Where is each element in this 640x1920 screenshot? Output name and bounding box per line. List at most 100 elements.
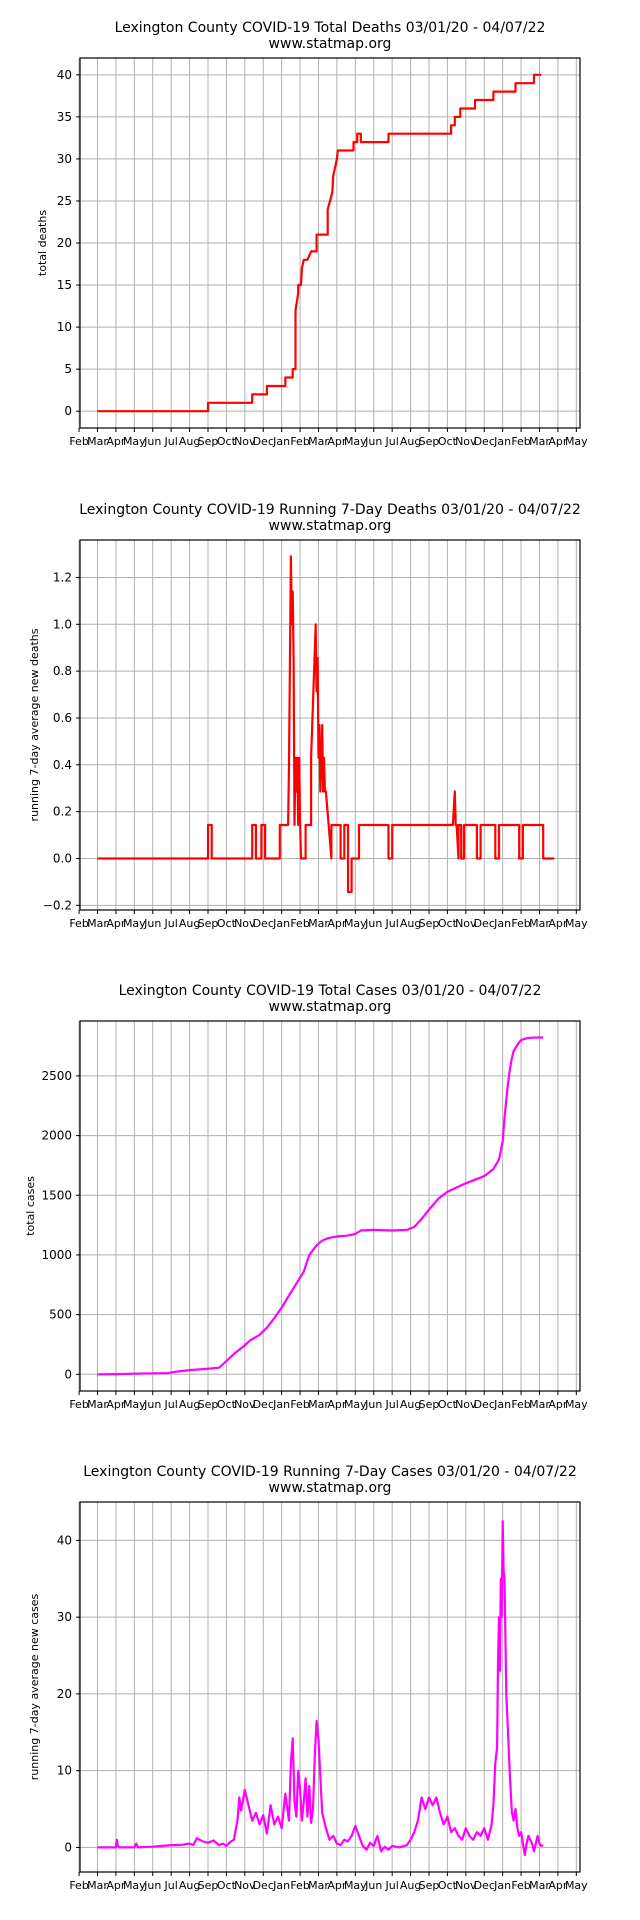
x-tick-label: Jul [385, 1879, 399, 1892]
x-tick-label: Nov [234, 435, 256, 448]
x-tick-label: Jul [385, 435, 399, 448]
x-tick-label: Aug [179, 917, 200, 930]
x-tick-label: Jan [272, 917, 290, 930]
x-tick-label: May [123, 435, 146, 448]
x-tick-label: May [344, 1879, 367, 1892]
chart-3: Lexington County COVID-19 Total Cases 03… [24, 983, 588, 1411]
x-tick-label: Apr [548, 435, 568, 448]
x-tick-label: Jan [272, 1879, 290, 1892]
x-tick-label: Mar [529, 917, 550, 930]
y-tick-label: 25 [57, 194, 72, 208]
chart-subtitle: www.statmap.org [269, 1480, 392, 1496]
x-tick-label: Aug [400, 1398, 421, 1411]
x-tick-label: Aug [400, 917, 421, 930]
x-tick-label: Apr [327, 1879, 347, 1892]
y-tick-label: 15 [57, 278, 72, 292]
x-tick-label: Feb [511, 1879, 530, 1892]
x-tick-label: Mar [529, 435, 550, 448]
x-tick-label: Feb [69, 1879, 88, 1892]
x-tick-label: Oct [438, 1879, 458, 1892]
x-tick-label: Nov [234, 1398, 256, 1411]
x-tick-label: Feb [290, 1398, 309, 1411]
x-tick-label: Mar [87, 1398, 108, 1411]
y-tick-label: 0.8 [53, 664, 72, 678]
x-tick-label: Apr [106, 435, 126, 448]
x-tick-label: Mar [529, 1398, 550, 1411]
plot-frame [79, 539, 581, 911]
x-tick-label: May [344, 1398, 367, 1411]
x-tick-label: Dec [253, 435, 274, 448]
x-tick-label: Nov [234, 1879, 256, 1892]
x-tick-label: Jun [364, 917, 382, 930]
x-tick-label: Dec [474, 917, 495, 930]
x-tick-label: Sep [198, 435, 219, 448]
y-tick-label: 2500 [41, 1069, 72, 1083]
x-tick-label: Dec [474, 1879, 495, 1892]
x-tick-label: Feb [69, 1398, 88, 1411]
y-tick-label: 0.2 [53, 805, 72, 819]
x-tick-label: Feb [69, 435, 88, 448]
x-tick-label: Oct [438, 917, 458, 930]
x-tick-label: Oct [217, 1879, 237, 1892]
y-tick-label: 500 [49, 1308, 72, 1322]
x-tick-label: Oct [438, 435, 458, 448]
chart-title: Lexington County COVID-19 Running 7-Day … [83, 1464, 576, 1480]
plot-frame [79, 1020, 581, 1392]
y-axis-label: total deaths [36, 210, 49, 276]
x-tick-label: Sep [419, 917, 440, 930]
plot-frame [79, 57, 581, 429]
x-tick-label: Oct [217, 917, 237, 930]
x-tick-label: Nov [455, 917, 477, 930]
x-tick-label: Mar [308, 917, 329, 930]
x-tick-label: Jun [364, 435, 382, 448]
x-tick-label: Feb [69, 917, 88, 930]
y-tick-label: 1.2 [53, 570, 72, 584]
chart-4: Lexington County COVID-19 Running 7-Day … [28, 1464, 588, 1892]
x-tick-label: Aug [179, 435, 200, 448]
y-tick-label: 10 [57, 320, 72, 334]
x-tick-label: May [565, 1398, 588, 1411]
y-tick-label: 20 [57, 236, 72, 250]
x-tick-label: Apr [106, 1879, 126, 1892]
x-tick-label: May [565, 435, 588, 448]
x-tick-label: Mar [87, 917, 108, 930]
series-line [97, 73, 542, 413]
x-tick-label: Nov [455, 1879, 477, 1892]
x-tick-label: Jul [164, 435, 178, 448]
y-tick-label: 0.6 [53, 711, 72, 725]
x-tick-label: Sep [419, 1879, 440, 1892]
x-tick-label: Jul [164, 917, 178, 930]
x-tick-label: Apr [327, 917, 347, 930]
y-tick-label: 20 [57, 1687, 72, 1701]
x-tick-label: Feb [511, 1398, 530, 1411]
x-tick-label: Dec [474, 435, 495, 448]
x-tick-label: Dec [253, 1879, 274, 1892]
x-tick-label: Nov [455, 1398, 477, 1411]
y-tick-label: 1000 [41, 1248, 72, 1262]
x-tick-label: Aug [179, 1879, 200, 1892]
series-line [97, 555, 555, 894]
x-tick-label: Apr [327, 435, 347, 448]
y-tick-label: 2000 [41, 1129, 72, 1143]
x-tick-label: Jun [364, 1879, 382, 1892]
x-tick-label: Jan [493, 1879, 511, 1892]
chart-subtitle: www.statmap.org [269, 518, 392, 534]
x-tick-label: Jul [385, 1398, 399, 1411]
x-tick-label: Sep [198, 1398, 219, 1411]
x-tick-label: Apr [106, 917, 126, 930]
plot-frame [79, 1501, 581, 1873]
y-tick-label: 0.0 [53, 851, 72, 865]
x-tick-label: Sep [198, 1879, 219, 1892]
x-tick-label: Mar [308, 1398, 329, 1411]
x-tick-label: Apr [548, 917, 568, 930]
x-tick-label: Dec [253, 917, 274, 930]
y-tick-label: 35 [57, 110, 72, 124]
x-tick-label: Jan [272, 1398, 290, 1411]
y-axis-label: running 7-day average new deaths [28, 628, 41, 821]
x-tick-label: Feb [290, 917, 309, 930]
x-tick-label: Mar [308, 435, 329, 448]
y-tick-label: −0.2 [43, 898, 72, 912]
y-grid: 0 500 1000 1500 2000 2500 [41, 1069, 580, 1381]
